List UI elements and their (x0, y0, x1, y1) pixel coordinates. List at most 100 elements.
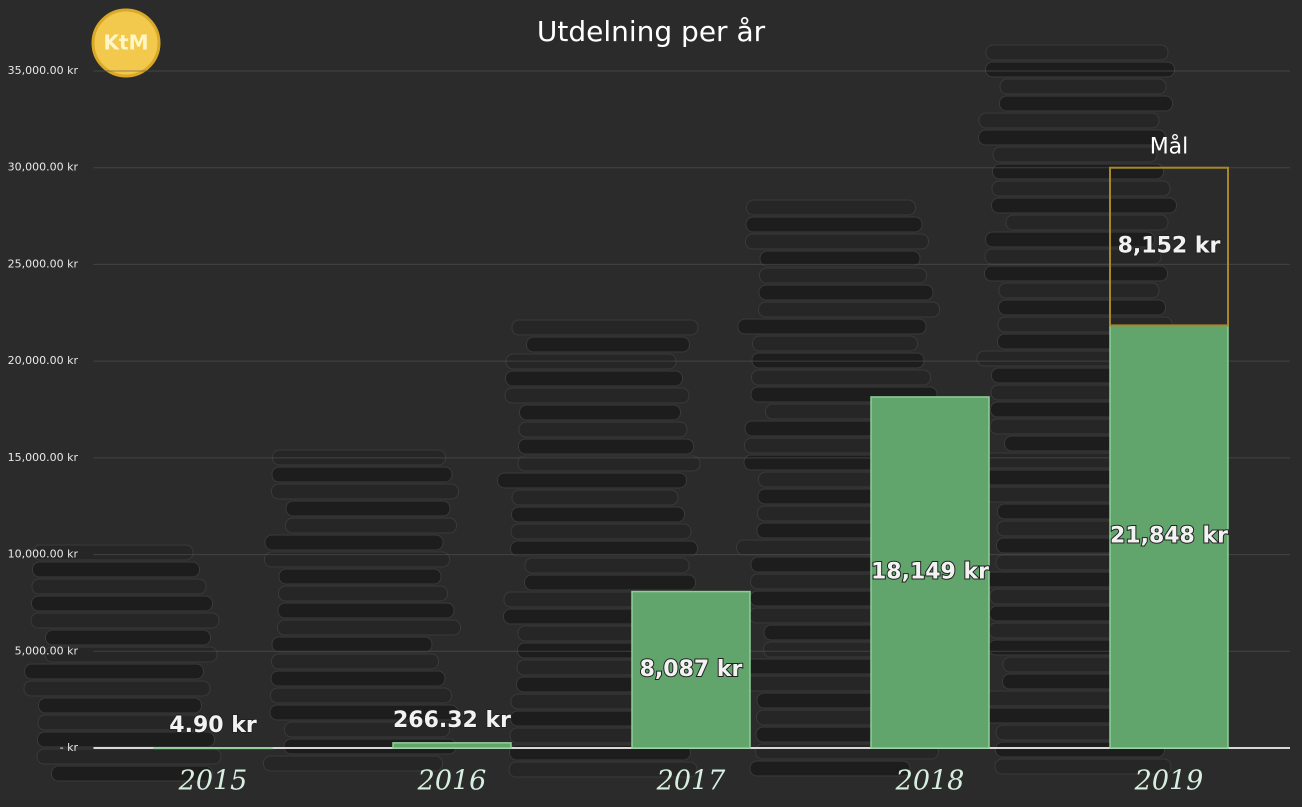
coin (277, 619, 461, 636)
coin (24, 663, 204, 680)
coin (517, 455, 701, 472)
coin (524, 574, 696, 591)
coin (23, 680, 211, 697)
coin (749, 760, 911, 777)
value-label: 266.32 kr (393, 708, 511, 733)
coin (998, 299, 1166, 316)
coin (510, 540, 698, 557)
x-tick-label: 2019 (1134, 766, 1204, 797)
coin (978, 112, 1160, 129)
y-tick-label: 25,000.00 kr (8, 257, 79, 270)
y-tick-label: 35,000.00 kr (8, 64, 79, 77)
coin (751, 352, 925, 369)
coin (271, 636, 433, 653)
coin (264, 534, 444, 551)
x-tick-label: 2015 (178, 766, 248, 797)
coin (269, 704, 459, 721)
coin (746, 199, 916, 216)
coin (45, 629, 211, 646)
coin (984, 265, 1168, 282)
goal-bar (1109, 166, 1229, 327)
coin (745, 216, 923, 233)
coin (978, 129, 1166, 146)
coin (271, 653, 439, 670)
logo: KtM (104, 31, 149, 55)
coin (758, 301, 940, 318)
coin (271, 483, 459, 500)
coin (284, 721, 450, 738)
coin (32, 544, 194, 561)
coin (518, 438, 694, 455)
coin (31, 578, 207, 595)
coin (991, 197, 1177, 214)
value-label: 8,087 kr (640, 657, 743, 682)
coin (985, 61, 1175, 78)
coin (278, 568, 442, 585)
coin (44, 646, 218, 663)
coin (511, 319, 699, 336)
coin (992, 146, 1158, 163)
coin (504, 387, 690, 404)
coin (526, 336, 690, 353)
coin (37, 714, 209, 731)
coin (999, 95, 1173, 112)
coin (51, 765, 213, 782)
coin (31, 595, 213, 612)
coin (30, 612, 220, 629)
coin (511, 489, 679, 506)
chart-title: Utdelning per år (537, 15, 766, 48)
logo-coin (91, 8, 161, 78)
coin (510, 523, 692, 540)
x-tick-label: 2017 (656, 766, 727, 797)
coin (38, 697, 202, 714)
coin (271, 466, 453, 483)
coin (277, 602, 455, 619)
coin (270, 670, 446, 687)
y-tick-label: 5,000.00 kr (15, 644, 79, 657)
value-label: 4.90 kr (169, 713, 257, 738)
value-label: 18,149 kr (871, 559, 989, 584)
coin (505, 370, 683, 387)
coin (270, 687, 452, 704)
coin (524, 557, 690, 574)
bar (631, 590, 751, 749)
coin (1005, 214, 1169, 231)
coin (511, 506, 685, 523)
coin (994, 758, 1172, 775)
y-tick-label: - kr (60, 741, 79, 754)
y-tick-label: 15,000.00 kr (8, 451, 79, 464)
coin (519, 404, 681, 421)
coin (264, 551, 450, 568)
coin (999, 78, 1167, 95)
coin (278, 585, 448, 602)
y-tick-label: 10,000.00 kr (8, 548, 79, 561)
coin (737, 318, 927, 335)
coin (751, 369, 931, 386)
x-tick-label: 2018 (895, 766, 965, 797)
value-label: 21,848 kr (1110, 524, 1228, 549)
coin (508, 761, 698, 778)
coin (759, 250, 921, 267)
coin (992, 163, 1164, 180)
bar (1109, 324, 1229, 749)
coin (985, 231, 1155, 248)
coin (991, 180, 1171, 197)
coin (285, 517, 457, 534)
coin (263, 755, 443, 772)
value-label: 8,152 kr (1118, 234, 1221, 259)
coin (759, 267, 927, 284)
goal-name: Mål (1150, 134, 1189, 160)
y-tick-label: 20,000.00 kr (8, 354, 79, 367)
coin (758, 284, 934, 301)
coin (32, 561, 200, 578)
coin (752, 335, 918, 352)
bar (870, 396, 990, 749)
coin (998, 282, 1160, 299)
x-tick-label: 2016 (417, 766, 487, 797)
coin (285, 500, 451, 517)
bar (153, 747, 273, 750)
coin (745, 233, 929, 250)
coin (985, 44, 1169, 61)
y-tick-label: 30,000.00 kr (8, 161, 79, 174)
